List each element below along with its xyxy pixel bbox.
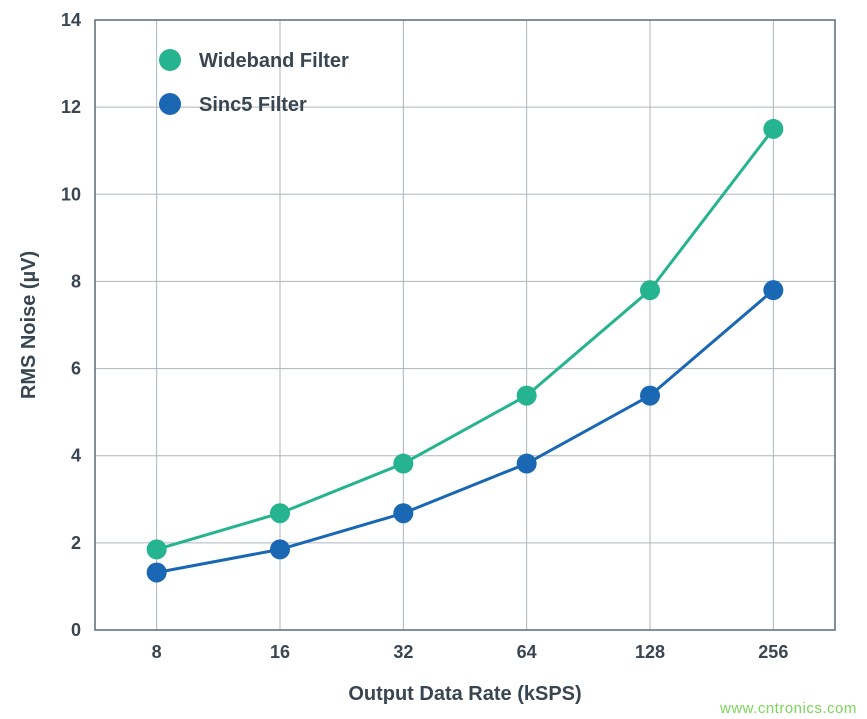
- svg-text:128: 128: [635, 642, 665, 662]
- svg-text:10: 10: [61, 184, 81, 204]
- watermark: www.cntronics.com: [720, 700, 857, 717]
- svg-text:2: 2: [71, 533, 81, 553]
- svg-text:Output Data Rate (kSPS): Output Data Rate (kSPS): [348, 683, 581, 705]
- noise-chart: 0 2 4 6 8 10 12 14 8 16 32 64 128 256 Output Data Rate…: [0, 0, 867, 719]
- svg-text:8: 8: [152, 642, 162, 662]
- svg-text:64: 64: [517, 642, 537, 662]
- svg-text:256: 256: [758, 642, 788, 662]
- svg-text:Wideband Filter: Wideband Filter: [199, 50, 349, 72]
- svg-text:12: 12: [61, 97, 81, 117]
- svg-text:0: 0: [71, 620, 81, 640]
- svg-text:32: 32: [393, 642, 413, 662]
- svg-text:8: 8: [71, 271, 81, 291]
- svg-text:16: 16: [270, 642, 290, 662]
- svg-text:14: 14: [61, 10, 81, 30]
- svg-text:Sinc5 Filter: Sinc5 Filter: [199, 94, 307, 116]
- chart-svg: 0 2 4 6 8 10 12 14 8 16 32 64 128 256 Output Data Rate…: [0, 0, 867, 719]
- svg-text:RMS Noise (µV): RMS Noise (µV): [18, 251, 40, 399]
- svg-text:6: 6: [71, 359, 81, 379]
- svg-text:4: 4: [71, 446, 81, 466]
